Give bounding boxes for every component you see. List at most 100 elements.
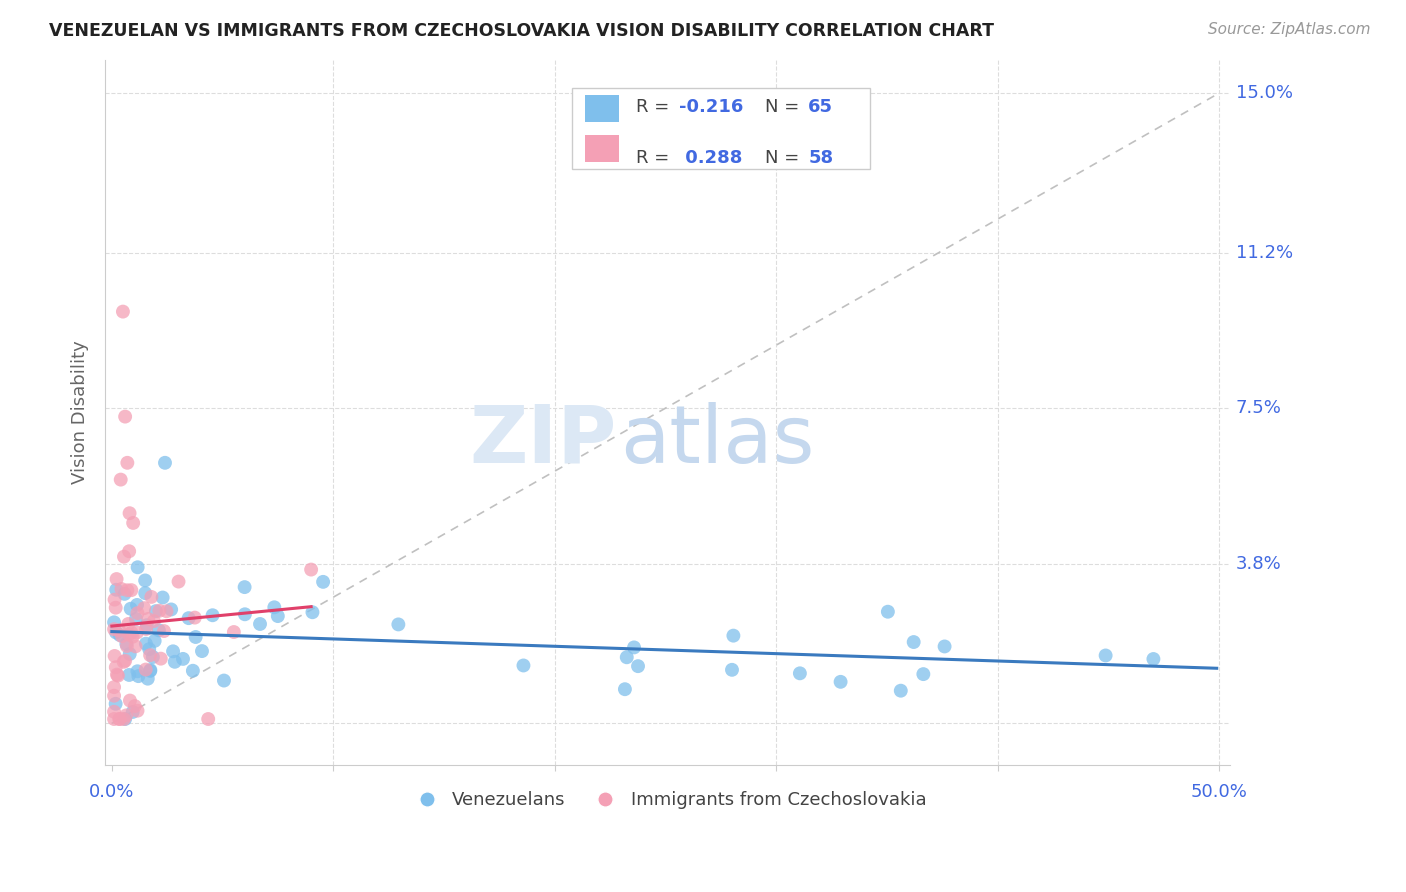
- Point: [830, 674, 852, 689]
- Point: [191, 644, 214, 658]
- Point: [1142, 652, 1164, 666]
- Point: [125, 598, 148, 612]
- Point: [890, 683, 912, 698]
- Point: [125, 625, 148, 640]
- Text: 50.0%: 50.0%: [1191, 783, 1247, 801]
- Point: [249, 617, 271, 632]
- Point: [148, 624, 170, 638]
- Point: [117, 617, 139, 632]
- Point: [723, 629, 745, 643]
- Point: [299, 563, 322, 577]
- Point: [114, 654, 136, 668]
- Point: [134, 601, 156, 615]
- Point: [153, 624, 176, 638]
- Point: [103, 622, 125, 636]
- Point: [903, 635, 925, 649]
- Text: 15.0%: 15.0%: [1236, 84, 1292, 103]
- Point: [105, 572, 128, 586]
- Point: [118, 506, 141, 520]
- Point: [145, 604, 167, 618]
- Point: [789, 666, 811, 681]
- Point: [142, 614, 165, 628]
- Point: [103, 592, 125, 607]
- Point: [387, 617, 409, 632]
- FancyBboxPatch shape: [585, 95, 619, 121]
- Point: [143, 633, 166, 648]
- Point: [112, 655, 135, 669]
- Text: 65: 65: [808, 98, 834, 117]
- Point: [112, 712, 135, 726]
- Point: [153, 456, 176, 470]
- Point: [108, 624, 131, 638]
- Point: [105, 667, 128, 681]
- Point: [107, 668, 129, 682]
- Point: [139, 648, 162, 663]
- Text: ZIP: ZIP: [470, 401, 617, 480]
- Point: [127, 665, 149, 679]
- Point: [177, 611, 200, 625]
- Text: R =: R =: [636, 98, 675, 117]
- Point: [127, 669, 149, 683]
- Point: [512, 658, 534, 673]
- Text: 0.0%: 0.0%: [89, 783, 135, 801]
- Point: [134, 574, 156, 588]
- Point: [138, 642, 160, 657]
- Point: [121, 630, 143, 644]
- Point: [117, 583, 139, 598]
- Point: [111, 629, 134, 643]
- Point: [115, 708, 138, 723]
- Point: [127, 606, 149, 620]
- Point: [181, 664, 204, 678]
- Point: [613, 682, 636, 697]
- Text: 3.8%: 3.8%: [1236, 555, 1281, 573]
- Text: VENEZUELAN VS IMMIGRANTS FROM CZECHOSLOVAKIA VISION DISABILITY CORRELATION CHART: VENEZUELAN VS IMMIGRANTS FROM CZECHOSLOV…: [49, 22, 994, 40]
- Point: [263, 600, 285, 615]
- Point: [301, 605, 323, 619]
- Point: [152, 591, 174, 605]
- Point: [124, 699, 146, 714]
- Point: [104, 625, 127, 640]
- Point: [136, 672, 159, 686]
- Point: [163, 655, 186, 669]
- Point: [104, 648, 127, 663]
- Text: -0.216: -0.216: [679, 98, 744, 117]
- Point: [120, 583, 142, 598]
- Point: [623, 640, 645, 655]
- Point: [312, 574, 335, 589]
- Point: [184, 610, 207, 624]
- Point: [148, 604, 170, 618]
- Point: [135, 637, 157, 651]
- Point: [222, 625, 245, 640]
- Point: [212, 673, 235, 688]
- Point: [124, 640, 146, 654]
- Point: [104, 660, 127, 674]
- Point: [135, 663, 157, 677]
- Legend: Venezuelans, Immigrants from Czechoslovakia: Venezuelans, Immigrants from Czechoslova…: [402, 784, 934, 816]
- Point: [118, 544, 141, 558]
- Point: [876, 605, 898, 619]
- Point: [155, 604, 177, 618]
- Point: [149, 651, 172, 665]
- Point: [122, 516, 145, 530]
- Text: N =: N =: [765, 149, 806, 167]
- Point: [135, 622, 157, 636]
- Point: [127, 704, 149, 718]
- Text: 7.5%: 7.5%: [1236, 400, 1281, 417]
- Text: atlas: atlas: [620, 401, 814, 480]
- Point: [104, 697, 127, 711]
- Point: [160, 602, 183, 616]
- Point: [104, 600, 127, 615]
- Point: [103, 689, 125, 703]
- Point: [117, 456, 139, 470]
- Point: [118, 627, 141, 641]
- Text: 0.288: 0.288: [679, 149, 742, 167]
- Point: [118, 668, 141, 682]
- Point: [142, 650, 165, 665]
- Y-axis label: Vision Disability: Vision Disability: [72, 341, 89, 484]
- Point: [135, 618, 157, 632]
- Point: [103, 615, 125, 630]
- FancyBboxPatch shape: [585, 135, 619, 162]
- Point: [114, 712, 136, 726]
- Point: [118, 647, 141, 661]
- Point: [108, 712, 131, 726]
